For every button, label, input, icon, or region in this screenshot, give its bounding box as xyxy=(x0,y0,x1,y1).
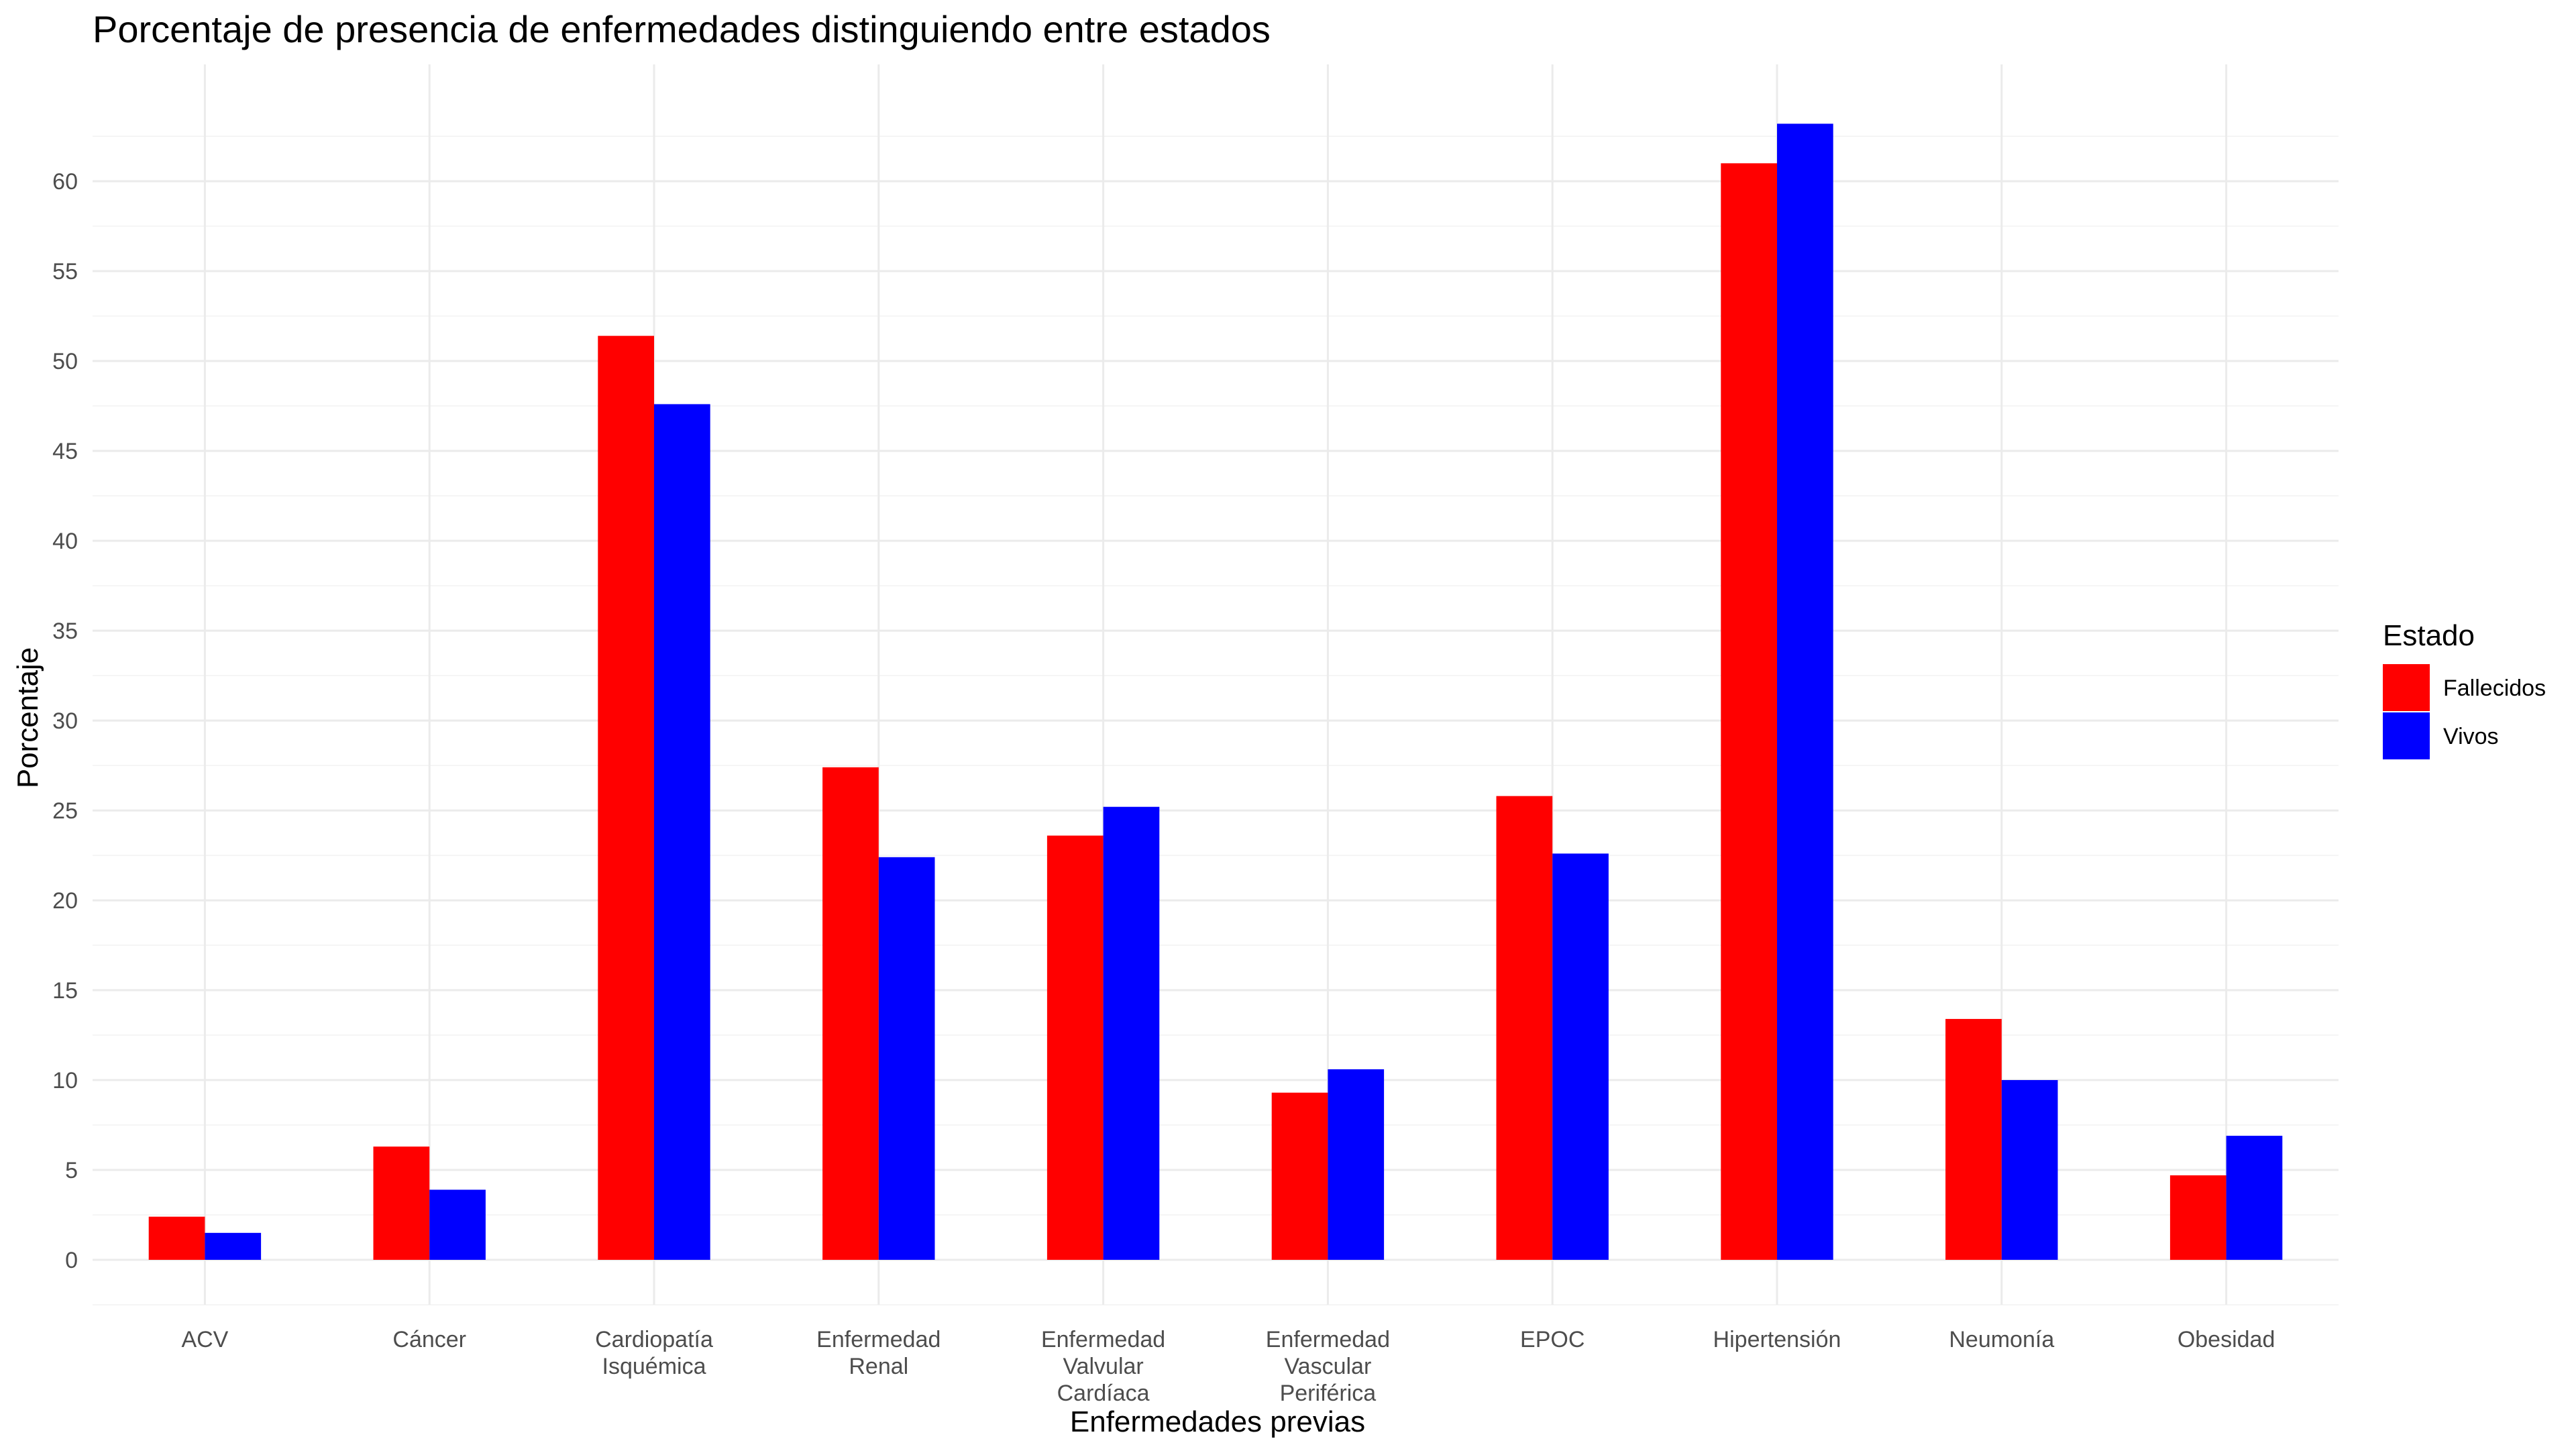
x-tick-label: Hipertensión xyxy=(1713,1327,1841,1352)
x-tick-label: ACV xyxy=(181,1327,228,1352)
y-tick-label: 5 xyxy=(65,1158,78,1183)
x-tick-label: Enfermedad Renal xyxy=(816,1327,941,1379)
y-tick-label: 30 xyxy=(52,708,78,734)
grid xyxy=(93,64,2339,1305)
x-axis-title: Enfermedades previas xyxy=(1070,1405,1365,1438)
chart-title: Porcentaje de presencia de enfermedades … xyxy=(93,8,1271,50)
x-tick-label: Neumonía xyxy=(1949,1327,2054,1352)
bar-fallecidos-9 xyxy=(2169,1175,2226,1260)
bar-fallecidos-3 xyxy=(822,767,879,1260)
y-axis-title: Porcentaje xyxy=(11,647,44,788)
x-tick-label: Enfermedad Valvular Cardíaca xyxy=(1041,1327,1165,1406)
bar-vivos-2 xyxy=(654,404,710,1260)
y-tick-label: 15 xyxy=(52,978,78,1004)
bar-fallecidos-6 xyxy=(1496,796,1553,1260)
y-axis-tick-labels: 0 5 10 15 20 25 30 35 40 45 50 55 60 xyxy=(52,169,78,1273)
bar-vivos-0 xyxy=(205,1232,262,1260)
bar-vivos-5 xyxy=(1328,1069,1385,1260)
bar-vivos-9 xyxy=(2226,1136,2283,1260)
x-tick-label: Cáncer xyxy=(392,1327,466,1352)
bar-fallecidos-8 xyxy=(1945,1018,2002,1260)
bar-vivos-7 xyxy=(1777,123,1833,1260)
x-tick-label: Enfermedad Vascular Periférica xyxy=(1266,1327,1390,1406)
y-tick-label: 55 xyxy=(52,259,78,284)
y-tick-label: 10 xyxy=(52,1068,78,1093)
x-tick-label: EPOC xyxy=(1520,1327,1585,1352)
bar-vivos-1 xyxy=(429,1189,486,1260)
x-axis-tick-labels: ACV Cáncer Cardiopatía Isquémica Enfermedad R… xyxy=(181,1327,2275,1406)
legend-label-vivos: Vivos xyxy=(2443,724,2499,749)
legend-title: Estado xyxy=(2383,619,2475,652)
bar-fallecidos-2 xyxy=(598,335,654,1260)
bar-vivos-3 xyxy=(878,857,935,1260)
bar-fallecidos-1 xyxy=(373,1146,430,1260)
bar-vivos-8 xyxy=(2001,1080,2058,1260)
bars xyxy=(148,123,2283,1260)
x-tick-label: Obesidad xyxy=(2178,1327,2275,1352)
y-tick-label: 60 xyxy=(52,169,78,195)
bar-fallecidos-0 xyxy=(148,1216,205,1260)
bar-fallecidos-4 xyxy=(1046,835,1104,1260)
y-tick-label: 45 xyxy=(52,439,78,464)
legend-label-fallecidos: Fallecidos xyxy=(2443,676,2546,701)
y-tick-label: 25 xyxy=(52,798,78,824)
legend: Estado Fallecidos Vivos xyxy=(2383,619,2546,759)
y-tick-label: 35 xyxy=(52,619,78,644)
legend-key-vivos xyxy=(2383,712,2430,759)
y-tick-label: 40 xyxy=(52,529,78,554)
bar-fallecidos-5 xyxy=(1271,1092,1328,1260)
y-tick-label: 20 xyxy=(52,888,78,914)
legend-key-fallecidos xyxy=(2383,664,2430,711)
bar-fallecidos-7 xyxy=(1721,163,1777,1260)
y-tick-label: 50 xyxy=(52,349,78,374)
bar-vivos-4 xyxy=(1103,806,1160,1260)
bar-vivos-6 xyxy=(1552,853,1609,1260)
x-tick-label: Cardiopatía Isquémica xyxy=(595,1327,713,1379)
y-tick-label: 0 xyxy=(65,1248,78,1273)
